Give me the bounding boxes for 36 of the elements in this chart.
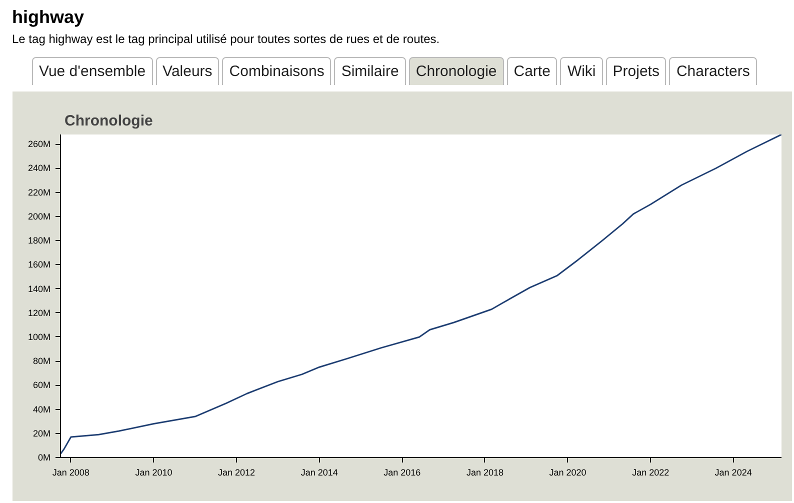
chart-subtitle: Le tag highway est le tag principal utilisé pour toutes sortes de rues et de routes. (12, 31, 440, 48)
y-tick-label: 40M (32, 404, 51, 414)
y-tick-label: 80M (32, 356, 51, 366)
text: Similaire (334, 57, 406, 86)
x-tick-label: Jan 2016 (384, 468, 421, 478)
x-tick-label: Jan 2020 (549, 468, 586, 478)
text: Valeurs (156, 57, 220, 86)
x-tick-label: Jan 2022 (632, 468, 670, 478)
y-tick-label: 220M (28, 187, 50, 198)
y-tick-label: 240M (28, 163, 50, 174)
text: Vue d'ensemble (32, 57, 153, 86)
x-tick-label: Jan 2024 (714, 468, 752, 478)
y-tick-label: 160M (28, 260, 50, 270)
y-tick-label: 260M (28, 139, 50, 150)
y-tick-label: 0M (38, 452, 51, 462)
text: Carte (506, 57, 558, 86)
x-tick-label: Jan 2010 (135, 468, 172, 478)
y-tick-label: 180M (28, 236, 50, 246)
text: highway (12, 6, 86, 28)
x-tick-label: Jan 2012 (218, 468, 256, 478)
y-tick-label: 200M (28, 211, 50, 222)
y-tick-label: 100M (28, 332, 50, 342)
y-tick-label: 20M (32, 428, 51, 438)
text: Combinaisons (222, 57, 332, 86)
chart-title: Chronologie (64, 112, 153, 130)
x-tick-label: Jan 2018 (466, 468, 504, 478)
x-tick-label: Jan 2008 (52, 468, 90, 478)
y-tick-label: 140M (28, 284, 50, 294)
text: Wiki (560, 57, 603, 86)
text: Projets (606, 57, 666, 86)
line-series (60, 134, 782, 455)
text: Characters (669, 57, 757, 86)
text: Chronologie (408, 57, 504, 86)
y-tick-label: 120M (28, 308, 50, 318)
x-tick-label: Jan 2014 (300, 468, 338, 478)
y-tick-label: 60M (32, 380, 51, 390)
